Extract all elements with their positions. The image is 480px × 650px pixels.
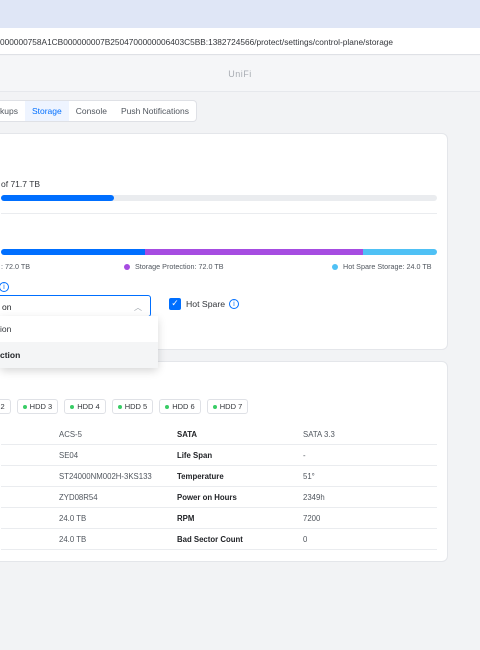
brand-logo: UniFi xyxy=(228,69,252,79)
drive-chip[interactable]: HDD 7 xyxy=(206,399,249,414)
hot-spare-info-icon[interactable]: i xyxy=(229,299,239,309)
detail-key: Life Span xyxy=(177,451,213,460)
tab-backups[interactable]: kups xyxy=(0,106,18,116)
info-icon[interactable]: i xyxy=(0,282,9,292)
raid-mode-dropdown: ion ction xyxy=(0,316,158,368)
raid-mode-value: on xyxy=(2,302,12,312)
settings-tabs: kups Storage Console Push Notifications xyxy=(0,100,197,122)
detail-value: 7200 xyxy=(303,514,321,523)
detail-row: 24.0 TB Bad Sector Count 0 xyxy=(1,529,437,550)
legend-hot-spare: Hot Spare Storage: 24.0 TB xyxy=(332,262,432,271)
detail-key: Power on Hours xyxy=(177,493,237,502)
detail-value: 24.0 TB xyxy=(59,514,87,523)
detail-key: SATA xyxy=(177,430,198,439)
detail-row: ST24000NM002H-3KS133 Temperature 51° xyxy=(1,466,437,487)
detail-value: ST24000NM002H-3KS133 xyxy=(59,472,152,481)
detail-row: ZYD08R54 Power on Hours 2349h xyxy=(1,487,437,508)
tab-console[interactable]: Console xyxy=(75,106,107,116)
detail-value: SE04 xyxy=(59,451,79,460)
detail-value: 0 xyxy=(303,535,308,544)
detail-value: ACS-5 xyxy=(59,430,82,439)
tab-storage[interactable]: Storage xyxy=(24,101,69,121)
detail-value: - xyxy=(303,451,306,460)
storage-usage-bar xyxy=(1,195,437,201)
detail-value: 24.0 TB xyxy=(59,535,87,544)
detail-key: RPM xyxy=(177,514,195,523)
address-bar[interactable]: 000000758A1CB000000007B2504700000006403C… xyxy=(0,28,480,55)
drive-chip[interactable]: D 2 xyxy=(0,399,11,414)
status-dot-icon xyxy=(124,263,130,270)
legend-usable: : 72.0 TB xyxy=(1,262,30,271)
detail-row: SE04 Life Span - xyxy=(1,445,437,466)
status-dot-icon xyxy=(165,404,170,409)
drive-chips: D 2 HDD 3 HDD 4 HDD 5 HDD 6 HDD 7 xyxy=(0,399,249,414)
detail-value: SATA 3.3 xyxy=(303,430,335,439)
status-dot-icon xyxy=(332,263,338,270)
legend-protection: Storage Protection: 72.0 TB xyxy=(124,262,224,271)
status-dot-icon xyxy=(70,404,75,409)
detail-key: Bad Sector Count xyxy=(177,535,243,544)
raid-mode-select[interactable]: on ︿ xyxy=(0,295,151,317)
chevron-up-icon: ︿ xyxy=(134,303,142,312)
url-text[interactable]: 000000758A1CB000000007B2504700000006403C… xyxy=(0,37,394,47)
detail-key: Temperature xyxy=(177,472,224,481)
drive-chip[interactable]: HDD 4 xyxy=(64,399,106,414)
status-dot-icon xyxy=(117,404,122,409)
legend-usable-label: : 72.0 TB xyxy=(1,262,31,271)
detail-value: 2349h xyxy=(303,493,325,502)
storage-card: of 71.7 TB : 72.0 TB Storage Protection:… xyxy=(0,133,448,350)
breakdown-segment-protection xyxy=(144,249,363,255)
app-header: UniFi xyxy=(0,56,480,92)
detail-value: 51° xyxy=(303,472,315,481)
status-dot-icon xyxy=(22,404,27,409)
detail-row: ACS-5 SATA SATA 3.3 xyxy=(1,424,437,445)
breakdown-segment-hot-spare xyxy=(362,249,437,255)
dropdown-option-selected[interactable]: ction xyxy=(0,342,158,368)
dropdown-option[interactable]: ion xyxy=(0,324,12,334)
drive-chip[interactable]: HDD 6 xyxy=(159,399,201,414)
drives-card: D 2 HDD 3 HDD 4 HDD 5 HDD 6 HDD 7 ACS-5 … xyxy=(0,361,448,562)
detail-row: 24.0 TB RPM 7200 xyxy=(1,508,437,529)
tab-push-notifications[interactable]: Push Notifications xyxy=(120,106,189,116)
storage-usage-fill xyxy=(1,195,115,201)
drive-chip[interactable]: HDD 3 xyxy=(16,399,59,414)
browser-title-bar xyxy=(0,0,480,28)
legend-protection-label: Storage Protection: 72.0 TB xyxy=(135,262,224,271)
status-dot-icon xyxy=(212,404,217,409)
storage-used-text: of 71.7 TB xyxy=(1,179,41,189)
legend-hot-spare-label: Hot Spare Storage: 24.0 TB xyxy=(343,262,432,271)
hot-spare-label: Hot Spare xyxy=(186,299,226,309)
drive-chip[interactable]: HDD 5 xyxy=(111,399,154,414)
hot-spare-checkbox[interactable]: ✓ xyxy=(169,298,181,310)
divider xyxy=(1,213,437,214)
storage-breakdown-bar xyxy=(1,249,437,255)
breakdown-segment-usable xyxy=(1,249,145,255)
detail-value: ZYD08R54 xyxy=(59,493,98,502)
